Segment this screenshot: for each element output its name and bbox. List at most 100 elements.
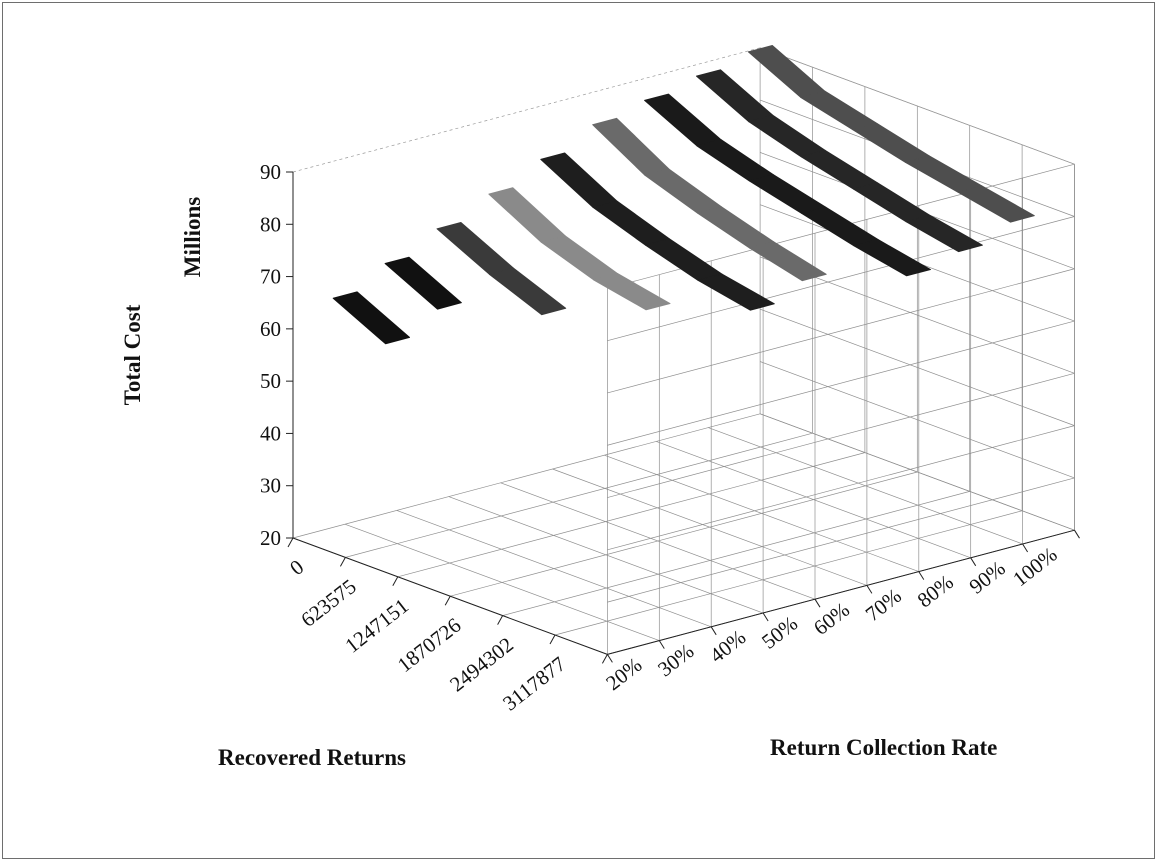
y-tick-label: 60% bbox=[809, 597, 854, 640]
series-ribbon-70% bbox=[592, 117, 827, 282]
ribbon-segment bbox=[332, 291, 410, 345]
y-tick-label: 100% bbox=[1008, 542, 1061, 591]
ribbon-segment bbox=[749, 241, 827, 282]
back-wall-gridline bbox=[607, 320, 1075, 446]
ribbon-segment bbox=[644, 168, 722, 214]
y-axis-tick bbox=[606, 654, 613, 663]
back-wall-gridline bbox=[607, 425, 1075, 551]
floor-gridline bbox=[759, 413, 1075, 531]
z-axis-unit-label: Millions bbox=[180, 196, 205, 278]
series-ribbon-100% bbox=[747, 45, 1035, 223]
floor-gridline bbox=[604, 454, 919, 572]
y-tick-label: 50% bbox=[757, 611, 802, 654]
x-axis-tick bbox=[601, 654, 608, 664]
x-axis-tick bbox=[549, 634, 556, 645]
y-axis-tick bbox=[814, 598, 821, 608]
x-tick-label: 2494302 bbox=[445, 632, 518, 696]
y-axis-tick bbox=[762, 612, 769, 622]
floor-gridline bbox=[708, 427, 1023, 545]
ribbon-segment bbox=[644, 93, 722, 147]
y-axis-tick bbox=[918, 571, 925, 580]
y-axis-tick bbox=[1022, 543, 1029, 553]
ribbon-segment bbox=[957, 185, 1035, 223]
floor-gridline bbox=[397, 452, 865, 578]
z-tick-label: 30 bbox=[260, 474, 281, 498]
grid-layer bbox=[292, 47, 1075, 655]
x-axis-tick bbox=[444, 595, 451, 606]
ribbon-segment bbox=[592, 200, 670, 246]
x-axis-title: Recovered Returns bbox=[218, 745, 406, 770]
top-frame-edge bbox=[292, 47, 761, 173]
z-axis-title: Total Cost bbox=[120, 304, 145, 406]
back-wall-gridline bbox=[607, 216, 1075, 342]
floor-gridline bbox=[344, 523, 660, 641]
z-tick-label: 40 bbox=[260, 421, 281, 445]
x-tick-label: 623575 bbox=[296, 574, 360, 632]
ribbon-segment bbox=[645, 238, 723, 281]
z-tick-label: 50 bbox=[260, 369, 281, 393]
y-tick-label: 40% bbox=[705, 625, 750, 668]
series-ribbon-50% bbox=[488, 187, 671, 311]
floor-gridline bbox=[656, 441, 971, 559]
x-tick-label: 1870726 bbox=[393, 613, 466, 677]
y-tick-label: 70% bbox=[861, 584, 906, 627]
y-tick-label: 20% bbox=[601, 653, 646, 696]
y-axis-tick bbox=[866, 585, 873, 594]
floor-gridline bbox=[554, 510, 1023, 636]
y-axis-tick bbox=[970, 557, 977, 567]
z-tick-label: 90 bbox=[260, 160, 281, 184]
series-ribbon-20% bbox=[332, 291, 410, 345]
x-tick-label: 3117877 bbox=[498, 652, 570, 716]
series-ribbon-40% bbox=[436, 222, 567, 316]
floor-gridline bbox=[500, 482, 816, 600]
floor-gridline bbox=[292, 413, 761, 539]
x-tick-label: 0 bbox=[285, 555, 308, 580]
x-tick-label: 1247151 bbox=[340, 594, 413, 658]
ribbon-segment bbox=[488, 187, 566, 243]
back-wall-gridline bbox=[607, 268, 1075, 394]
x-axis-tick bbox=[287, 537, 294, 548]
top-frame-edge bbox=[759, 47, 1075, 165]
ribbon-segment bbox=[384, 256, 462, 310]
ribbon-layer bbox=[332, 45, 1035, 345]
ribbon-segment bbox=[436, 222, 514, 275]
ribbon-segment bbox=[748, 174, 827, 214]
ribbon-segment bbox=[696, 139, 774, 182]
y-axis-tick bbox=[1074, 529, 1080, 539]
back-wall-gridline bbox=[607, 373, 1075, 498]
x-axis-tick bbox=[339, 557, 346, 567]
floor-gridline bbox=[502, 491, 970, 616]
ribbon-segment bbox=[697, 206, 775, 249]
z-tick-label: 80 bbox=[260, 212, 281, 236]
y-tick-label: 90% bbox=[965, 556, 1010, 599]
y-axis-tick bbox=[658, 640, 665, 649]
y-tick-label: 80% bbox=[913, 570, 958, 613]
ribbon-segment bbox=[905, 214, 983, 253]
series-ribbon-80% bbox=[644, 93, 931, 277]
x-axis-tick bbox=[497, 615, 504, 625]
floor-gridline bbox=[450, 471, 918, 597]
series-ribbon-90% bbox=[696, 69, 983, 253]
axis-layer bbox=[286, 171, 1080, 664]
ribbon-segment bbox=[488, 267, 567, 316]
x-axis-tick bbox=[392, 576, 399, 587]
ribbon-segment bbox=[697, 273, 775, 311]
ribbon-segment bbox=[592, 117, 670, 176]
series-ribbon-30% bbox=[384, 256, 462, 310]
back-wall-gridline bbox=[607, 477, 1075, 603]
y-tick-label: 30% bbox=[653, 639, 698, 682]
y-axis-title: Return Collection Rate bbox=[770, 735, 998, 760]
floor-gridline bbox=[396, 510, 712, 628]
floor-gridline bbox=[448, 496, 764, 614]
ribbon-segment bbox=[853, 239, 931, 277]
floor-gridline bbox=[345, 432, 813, 558]
ribbon-segment bbox=[540, 152, 618, 208]
floor-gridline bbox=[552, 468, 868, 586]
z-tick-label: 60 bbox=[260, 317, 281, 341]
z-tick-label: 70 bbox=[260, 265, 281, 289]
z-tick-label: 20 bbox=[260, 526, 281, 550]
ribbon-segment bbox=[593, 273, 671, 311]
ribbon-segment bbox=[540, 235, 619, 281]
